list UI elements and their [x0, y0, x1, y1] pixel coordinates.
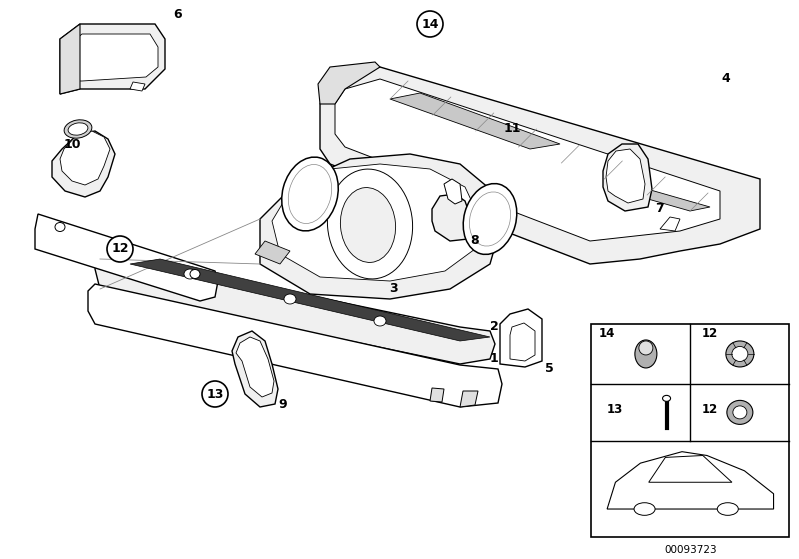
Text: 12: 12	[702, 403, 718, 416]
Text: 6: 6	[173, 7, 182, 21]
Text: 8: 8	[471, 234, 479, 248]
Polygon shape	[60, 131, 110, 185]
Polygon shape	[390, 93, 560, 149]
Polygon shape	[272, 164, 480, 281]
Text: 9: 9	[279, 397, 288, 410]
Ellipse shape	[463, 183, 517, 254]
Text: 11: 11	[503, 122, 521, 135]
Text: 12: 12	[111, 243, 129, 255]
Polygon shape	[232, 331, 278, 407]
Polygon shape	[60, 24, 80, 94]
Ellipse shape	[55, 222, 65, 231]
Ellipse shape	[184, 269, 196, 279]
Polygon shape	[444, 179, 462, 204]
Ellipse shape	[635, 340, 657, 368]
Text: 4: 4	[721, 73, 730, 86]
Ellipse shape	[662, 395, 670, 401]
Polygon shape	[660, 217, 680, 231]
Ellipse shape	[282, 157, 338, 231]
Polygon shape	[130, 259, 490, 341]
Polygon shape	[510, 323, 535, 361]
Text: 13: 13	[607, 403, 623, 416]
Polygon shape	[95, 252, 495, 364]
Text: 13: 13	[206, 387, 224, 400]
Ellipse shape	[340, 188, 396, 262]
Text: 7: 7	[656, 202, 665, 216]
Polygon shape	[430, 388, 444, 402]
Polygon shape	[620, 187, 710, 211]
Polygon shape	[255, 241, 290, 264]
Polygon shape	[35, 214, 218, 301]
Circle shape	[107, 236, 133, 262]
Polygon shape	[52, 131, 115, 197]
Text: 3: 3	[388, 282, 397, 296]
Ellipse shape	[190, 269, 200, 278]
Polygon shape	[603, 144, 652, 211]
Text: 00093723: 00093723	[664, 544, 717, 555]
Circle shape	[417, 11, 443, 37]
Ellipse shape	[634, 503, 655, 515]
Text: 1: 1	[490, 353, 499, 366]
Ellipse shape	[374, 316, 386, 326]
Polygon shape	[649, 456, 732, 482]
Ellipse shape	[64, 120, 92, 138]
Polygon shape	[130, 82, 145, 91]
Ellipse shape	[639, 341, 653, 355]
Polygon shape	[260, 154, 500, 299]
Ellipse shape	[68, 123, 88, 135]
Text: 5: 5	[545, 362, 554, 376]
Polygon shape	[320, 67, 760, 264]
Polygon shape	[60, 24, 165, 94]
Polygon shape	[335, 79, 720, 241]
Text: 14: 14	[599, 326, 615, 340]
Text: 2: 2	[490, 320, 499, 334]
Polygon shape	[318, 62, 380, 104]
Ellipse shape	[732, 347, 748, 362]
Text: 10: 10	[63, 138, 81, 150]
Text: 14: 14	[421, 17, 439, 31]
Polygon shape	[500, 309, 542, 367]
Ellipse shape	[733, 406, 747, 419]
Polygon shape	[70, 34, 158, 81]
Ellipse shape	[725, 341, 754, 367]
Polygon shape	[606, 149, 645, 203]
Circle shape	[202, 381, 228, 407]
Ellipse shape	[718, 503, 738, 515]
Ellipse shape	[328, 169, 412, 279]
Polygon shape	[236, 337, 274, 397]
Polygon shape	[88, 284, 502, 407]
Polygon shape	[432, 194, 472, 241]
Ellipse shape	[727, 400, 753, 424]
Polygon shape	[607, 452, 773, 509]
Text: 12: 12	[702, 326, 718, 340]
Bar	[591, 324, 789, 537]
Ellipse shape	[284, 294, 296, 304]
Polygon shape	[460, 391, 478, 407]
